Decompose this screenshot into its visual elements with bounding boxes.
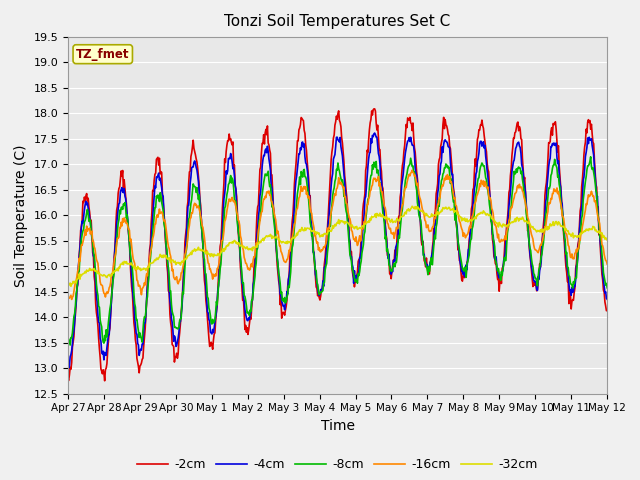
-8cm xyxy=(404,167,412,172)
Line: -16cm: -16cm xyxy=(68,170,607,300)
X-axis label: Time: Time xyxy=(321,419,355,433)
-8cm xyxy=(75,270,83,276)
-8cm xyxy=(587,154,595,160)
-4cm xyxy=(65,365,72,371)
-4cm xyxy=(404,138,412,144)
-2cm xyxy=(64,376,72,382)
-2cm xyxy=(420,258,428,264)
-4cm xyxy=(420,252,428,257)
-4cm xyxy=(64,359,72,365)
-32cm xyxy=(67,283,75,289)
-4cm xyxy=(185,203,193,208)
Line: -8cm: -8cm xyxy=(68,157,607,345)
-2cm xyxy=(213,303,221,309)
-32cm xyxy=(604,237,611,243)
-8cm xyxy=(130,291,138,297)
-32cm xyxy=(213,252,221,258)
-32cm xyxy=(130,265,138,271)
-16cm xyxy=(212,273,220,278)
-32cm xyxy=(75,275,83,281)
-4cm xyxy=(371,130,378,136)
-8cm xyxy=(64,337,72,343)
Line: -32cm: -32cm xyxy=(68,206,607,286)
-32cm xyxy=(185,252,193,258)
-4cm xyxy=(604,296,611,302)
-2cm xyxy=(74,281,81,287)
-4cm xyxy=(130,300,138,305)
-8cm xyxy=(185,216,193,222)
Y-axis label: Soil Temperature (C): Soil Temperature (C) xyxy=(14,144,28,287)
-2cm xyxy=(370,106,378,112)
-16cm xyxy=(129,256,137,262)
-16cm xyxy=(184,232,192,238)
-32cm xyxy=(64,283,72,288)
-2cm xyxy=(185,180,193,186)
-32cm xyxy=(420,210,428,216)
-16cm xyxy=(420,208,428,214)
-32cm xyxy=(404,207,412,213)
-32cm xyxy=(408,204,416,209)
-4cm xyxy=(213,299,221,304)
-8cm xyxy=(604,285,611,291)
-8cm xyxy=(213,302,221,308)
-16cm xyxy=(64,297,72,302)
-16cm xyxy=(604,261,611,267)
-2cm xyxy=(130,320,138,325)
-8cm xyxy=(67,342,74,348)
-4cm xyxy=(75,264,83,269)
-2cm xyxy=(604,308,611,313)
-16cm xyxy=(408,168,416,173)
Line: -4cm: -4cm xyxy=(68,133,607,368)
Text: TZ_fmet: TZ_fmet xyxy=(76,48,129,60)
Title: Tonzi Soil Temperatures Set C: Tonzi Soil Temperatures Set C xyxy=(225,14,451,29)
-16cm xyxy=(74,268,81,274)
-16cm xyxy=(403,180,411,186)
-2cm xyxy=(404,117,412,123)
Line: -2cm: -2cm xyxy=(68,109,607,381)
-8cm xyxy=(420,252,428,258)
Legend: -2cm, -4cm, -8cm, -16cm, -32cm: -2cm, -4cm, -8cm, -16cm, -32cm xyxy=(132,453,543,476)
-2cm xyxy=(101,378,109,384)
